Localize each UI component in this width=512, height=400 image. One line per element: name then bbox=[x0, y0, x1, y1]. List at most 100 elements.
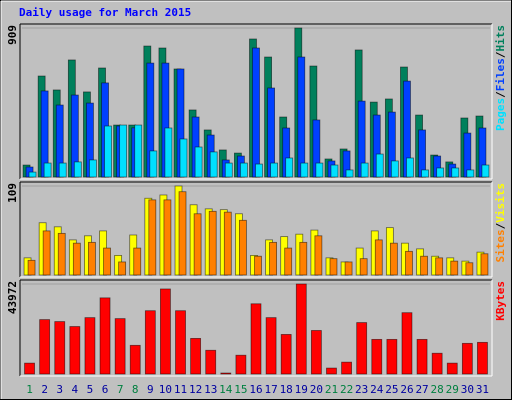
bar bbox=[144, 310, 156, 375]
bar bbox=[103, 247, 111, 276]
x-tick-label: 29 bbox=[446, 383, 459, 396]
x-tick-label: 30 bbox=[461, 383, 474, 396]
legend-entry: Files bbox=[494, 58, 507, 91]
bar bbox=[235, 354, 247, 375]
bar bbox=[57, 232, 66, 276]
bar bbox=[73, 161, 82, 178]
legend-separator: / bbox=[494, 91, 507, 98]
bar bbox=[255, 163, 263, 178]
x-tick-label: 1 bbox=[26, 383, 33, 396]
x-tick-label: 6 bbox=[102, 383, 109, 396]
bar bbox=[450, 260, 459, 276]
x-tick-label: 4 bbox=[72, 383, 79, 396]
bar bbox=[179, 138, 188, 178]
bar bbox=[240, 162, 248, 178]
x-tick-label: 25 bbox=[385, 383, 398, 396]
bar bbox=[374, 239, 383, 276]
bar bbox=[280, 334, 292, 375]
x-tick-label: 15 bbox=[234, 383, 247, 396]
bar bbox=[252, 47, 260, 178]
bar bbox=[465, 262, 474, 276]
x-tick-label: 11 bbox=[174, 383, 187, 396]
x-tick-label: 12 bbox=[189, 383, 202, 396]
bar bbox=[175, 310, 186, 375]
bar bbox=[39, 319, 51, 375]
x-tick-label: 31 bbox=[476, 383, 489, 396]
chart-title: Daily usage for March 2015 bbox=[19, 6, 191, 19]
bar bbox=[421, 169, 429, 178]
bar bbox=[24, 362, 35, 375]
x-tick-label: 7 bbox=[117, 383, 124, 396]
legend-separator: / bbox=[494, 222, 507, 229]
legend: Pages/Files/Hits bbox=[494, 25, 507, 131]
bar bbox=[480, 253, 489, 276]
bar bbox=[193, 213, 202, 276]
bar bbox=[300, 162, 309, 178]
bar bbox=[119, 124, 128, 178]
bar bbox=[43, 162, 52, 178]
bar bbox=[223, 211, 232, 276]
x-tick-label: 17 bbox=[264, 383, 277, 396]
bar bbox=[209, 151, 218, 178]
bar bbox=[220, 372, 232, 375]
bar bbox=[190, 337, 202, 375]
bar bbox=[299, 241, 308, 276]
bar bbox=[129, 344, 141, 375]
bar bbox=[284, 247, 293, 276]
bar bbox=[118, 261, 127, 276]
bar bbox=[360, 162, 369, 178]
bar bbox=[477, 341, 488, 375]
bar bbox=[160, 288, 171, 375]
x-tick-label: 18 bbox=[280, 383, 293, 396]
bar bbox=[466, 169, 475, 178]
bar bbox=[114, 318, 126, 375]
bar bbox=[481, 164, 490, 178]
bar bbox=[208, 210, 217, 276]
bar bbox=[431, 352, 443, 375]
legend-separator: / bbox=[494, 51, 507, 58]
bar bbox=[69, 326, 81, 375]
bar bbox=[58, 162, 67, 178]
bar bbox=[401, 312, 413, 375]
x-tick-label: 26 bbox=[400, 383, 413, 396]
bar bbox=[451, 167, 460, 178]
bar bbox=[149, 150, 158, 178]
bar bbox=[371, 338, 383, 375]
x-tick-label: 27 bbox=[415, 383, 428, 396]
legend-entry: KBytes bbox=[494, 281, 507, 321]
x-tick-label: 9 bbox=[147, 383, 154, 396]
bar bbox=[164, 127, 173, 178]
x-tick-label: 16 bbox=[249, 383, 262, 396]
x-tick-label: 3 bbox=[56, 383, 63, 396]
x-tick-label: 2 bbox=[41, 383, 48, 396]
bar bbox=[295, 283, 307, 375]
bar bbox=[406, 157, 414, 178]
bar bbox=[420, 255, 428, 276]
bar bbox=[315, 162, 324, 178]
bar bbox=[390, 160, 399, 178]
bar bbox=[461, 342, 473, 375]
bar bbox=[99, 297, 111, 375]
bar bbox=[285, 157, 294, 178]
bar bbox=[270, 162, 278, 178]
bar bbox=[194, 146, 203, 178]
bar bbox=[344, 261, 353, 276]
bar bbox=[329, 258, 338, 276]
x-tick-label: 10 bbox=[159, 383, 172, 396]
legend-entry: Hits bbox=[494, 25, 507, 52]
bar bbox=[88, 241, 96, 276]
bar bbox=[356, 322, 368, 375]
bar bbox=[330, 164, 339, 178]
x-tick-label: 23 bbox=[355, 383, 368, 396]
bar bbox=[446, 362, 458, 375]
legend-entry: Pages bbox=[494, 98, 507, 131]
y-tick-label: 909 bbox=[6, 25, 19, 45]
bar bbox=[28, 171, 37, 178]
x-tick-label: 22 bbox=[340, 383, 353, 396]
x-tick-label: 14 bbox=[219, 383, 233, 396]
bar bbox=[84, 317, 96, 375]
bar bbox=[27, 259, 36, 276]
y-tick-label: 43972 bbox=[6, 281, 19, 314]
